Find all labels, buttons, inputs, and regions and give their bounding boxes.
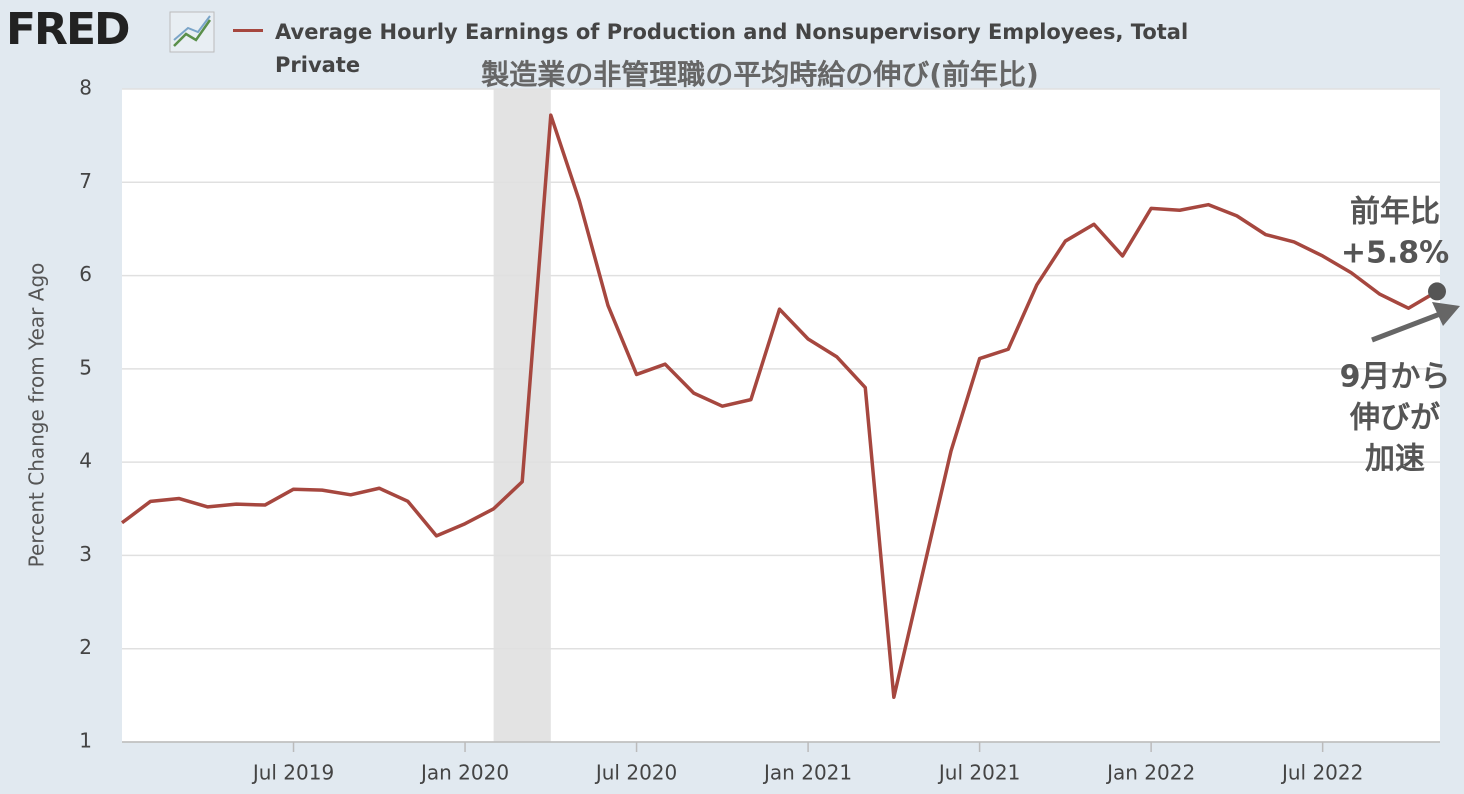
- y-tick-label: 8: [79, 76, 92, 100]
- highlight-dot: [1428, 282, 1446, 301]
- annotation: 伸びが: [1349, 401, 1440, 436]
- y-tick-label: 4: [79, 449, 92, 473]
- y-axis-label: Percent Change from Year Ago: [25, 263, 49, 568]
- logo-line: [173, 15, 211, 41]
- chart-title: 製造業の非管理職の平均時給の伸び(前年比): [481, 58, 1039, 91]
- logo-line: [173, 19, 212, 47]
- y-tick-label: 1: [79, 729, 92, 753]
- logo-box: [169, 11, 215, 53]
- series-line: [120, 113, 1438, 699]
- y-tick-label: 5: [79, 355, 92, 379]
- x-tick-label: Jul 2021: [937, 761, 1020, 785]
- annotation: 前年比: [1350, 195, 1440, 230]
- arrow-shaft: [1371, 311, 1441, 343]
- annotation: +5.8%: [1341, 236, 1449, 271]
- x-tick-label: Jan 2021: [762, 761, 852, 785]
- logo: FRED: [6, 4, 131, 55]
- y-tick-label: 6: [79, 262, 92, 286]
- logo-icon: [169, 11, 215, 53]
- x-tick-label: Jan 2022: [1105, 761, 1195, 785]
- annotation: 9月から: [1340, 360, 1451, 395]
- x-tick-label: Jan 2020: [419, 761, 509, 785]
- y-tick-label: 2: [79, 635, 92, 659]
- plot-area: [122, 89, 1440, 742]
- y-tick-label: 3: [79, 542, 92, 566]
- y-tick-label: 7: [79, 169, 92, 193]
- annotation: 加速: [1365, 442, 1425, 477]
- legend-swatch: [233, 29, 263, 32]
- recession-band: [493, 89, 551, 742]
- arrow-head: [1432, 302, 1460, 326]
- x-tick-label: Jul 2022: [1280, 761, 1363, 785]
- x-tick-label: Jul 2020: [594, 761, 677, 785]
- x-tick-label: Jul 2019: [251, 761, 334, 785]
- legend-label: Average Hourly Earnings of Production an…: [275, 20, 1189, 77]
